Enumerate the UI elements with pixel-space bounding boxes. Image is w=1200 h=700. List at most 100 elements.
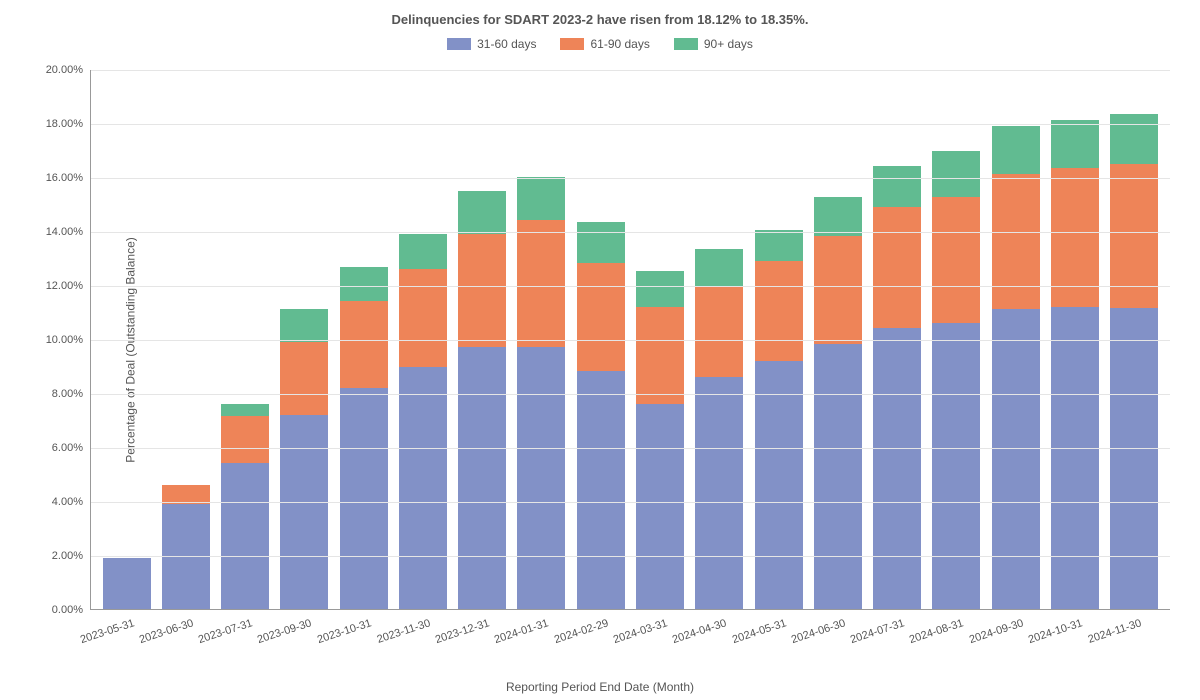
bar-segment	[814, 344, 862, 609]
bar-segment	[458, 234, 506, 347]
x-tick-label: 2023-09-30	[256, 617, 313, 646]
bar-group: 2024-04-30	[695, 249, 743, 609]
chart-title: Delinquencies for SDART 2023-2 have rise…	[0, 0, 1200, 27]
bar-segment	[577, 263, 625, 371]
bar-segment	[517, 220, 565, 347]
bar-segment	[162, 485, 210, 504]
bar-group: 2023-09-30	[280, 309, 328, 609]
bar-segment	[221, 463, 269, 609]
bar-group: 2024-09-30	[992, 126, 1040, 609]
plot-area: 2023-05-312023-06-302023-07-312023-09-30…	[90, 70, 1170, 610]
legend-swatch	[447, 38, 471, 50]
bar-segment	[932, 323, 980, 609]
x-tick-label: 2023-12-31	[434, 617, 491, 646]
x-tick-label: 2024-01-31	[493, 617, 550, 646]
bar-group: 2023-05-31	[103, 558, 151, 609]
bar-segment	[577, 371, 625, 609]
bar-group: 2024-02-29	[577, 222, 625, 609]
bar-segment	[932, 197, 980, 323]
legend-label: 90+ days	[704, 37, 753, 51]
y-tick-label: 18.00%	[46, 118, 91, 130]
x-tick-label: 2023-05-31	[78, 617, 135, 646]
x-tick-label: 2024-03-31	[612, 617, 669, 646]
gridline	[91, 448, 1170, 449]
bar-segment	[340, 267, 388, 301]
legend-item: 61-90 days	[560, 37, 649, 51]
bar-segment	[399, 367, 447, 609]
bar-segment	[517, 177, 565, 220]
gridline	[91, 556, 1170, 557]
x-tick-label: 2024-04-30	[671, 617, 728, 646]
chart-legend: 31-60 days 61-90 days 90+ days	[0, 37, 1200, 51]
bar-segment	[755, 261, 803, 361]
legend-swatch	[674, 38, 698, 50]
bar-segment	[577, 222, 625, 264]
y-tick-label: 12.00%	[46, 280, 91, 292]
bar-segment	[340, 301, 388, 387]
bar-segment	[1110, 114, 1158, 164]
x-tick-label: 2024-06-30	[790, 617, 847, 646]
y-tick-label: 16.00%	[46, 172, 91, 184]
legend-swatch	[560, 38, 584, 50]
x-tick-label: 2023-10-31	[316, 617, 373, 646]
gridline	[91, 286, 1170, 287]
bar-segment	[992, 309, 1040, 609]
gridline	[91, 232, 1170, 233]
bar-segment	[221, 404, 269, 416]
x-tick-label: 2024-10-31	[1027, 617, 1084, 646]
bar-group: 2024-11-30	[1110, 114, 1158, 609]
x-tick-label: 2024-02-29	[553, 617, 610, 646]
bar-segment	[458, 347, 506, 609]
bar-segment	[873, 166, 921, 207]
bar-segment	[517, 347, 565, 609]
bar-segment	[399, 234, 447, 269]
bar-group: 2023-06-30	[162, 485, 210, 609]
x-tick-label: 2024-07-31	[849, 617, 906, 646]
x-axis-title: Reporting Period End Date (Month)	[506, 680, 694, 694]
gridline	[91, 178, 1170, 179]
y-tick-label: 2.00%	[52, 550, 91, 562]
x-tick-label: 2024-11-30	[1087, 617, 1143, 646]
bar-segment	[873, 328, 921, 609]
y-tick-label: 6.00%	[52, 442, 91, 454]
bar-segment	[932, 151, 980, 197]
legend-label: 61-90 days	[590, 37, 649, 51]
bar-segment	[280, 415, 328, 609]
y-tick-label: 20.00%	[46, 64, 91, 76]
bar-group: 2023-12-31	[458, 191, 506, 609]
legend-label: 31-60 days	[477, 37, 536, 51]
gridline	[91, 340, 1170, 341]
bar-segment	[636, 307, 684, 404]
bar-group: 2023-07-31	[221, 404, 269, 609]
bar-segment	[695, 377, 743, 609]
y-tick-label: 14.00%	[46, 226, 91, 238]
bar-group: 2024-06-30	[814, 197, 862, 609]
x-tick-label: 2024-09-30	[967, 617, 1024, 646]
x-tick-label: 2023-11-30	[375, 617, 431, 646]
bar-group: 2024-10-31	[1051, 120, 1099, 609]
x-tick-label: 2024-05-31	[730, 617, 787, 646]
gridline	[91, 394, 1170, 395]
gridline	[91, 502, 1170, 503]
bar-group: 2024-08-31	[932, 151, 980, 609]
bar-segment	[992, 174, 1040, 309]
bar-segment	[1110, 308, 1158, 609]
x-tick-label: 2023-06-30	[138, 617, 195, 646]
bar-group: 2024-03-31	[636, 271, 684, 609]
bar-segment	[755, 230, 803, 261]
bar-segment	[340, 388, 388, 609]
bar-segment	[695, 249, 743, 287]
y-tick-label: 0.00%	[52, 604, 91, 616]
bar-group: 2023-11-30	[399, 234, 447, 609]
bar-segment	[636, 404, 684, 609]
y-tick-label: 10.00%	[46, 334, 91, 346]
bar-segment	[280, 342, 328, 415]
bar-segment	[814, 236, 862, 344]
bar-segment	[814, 197, 862, 236]
bar-segment	[458, 191, 506, 234]
y-tick-label: 4.00%	[52, 496, 91, 508]
gridline	[91, 70, 1170, 71]
bar-segment	[755, 361, 803, 609]
bar-segment	[103, 558, 151, 609]
bar-segment	[280, 309, 328, 341]
